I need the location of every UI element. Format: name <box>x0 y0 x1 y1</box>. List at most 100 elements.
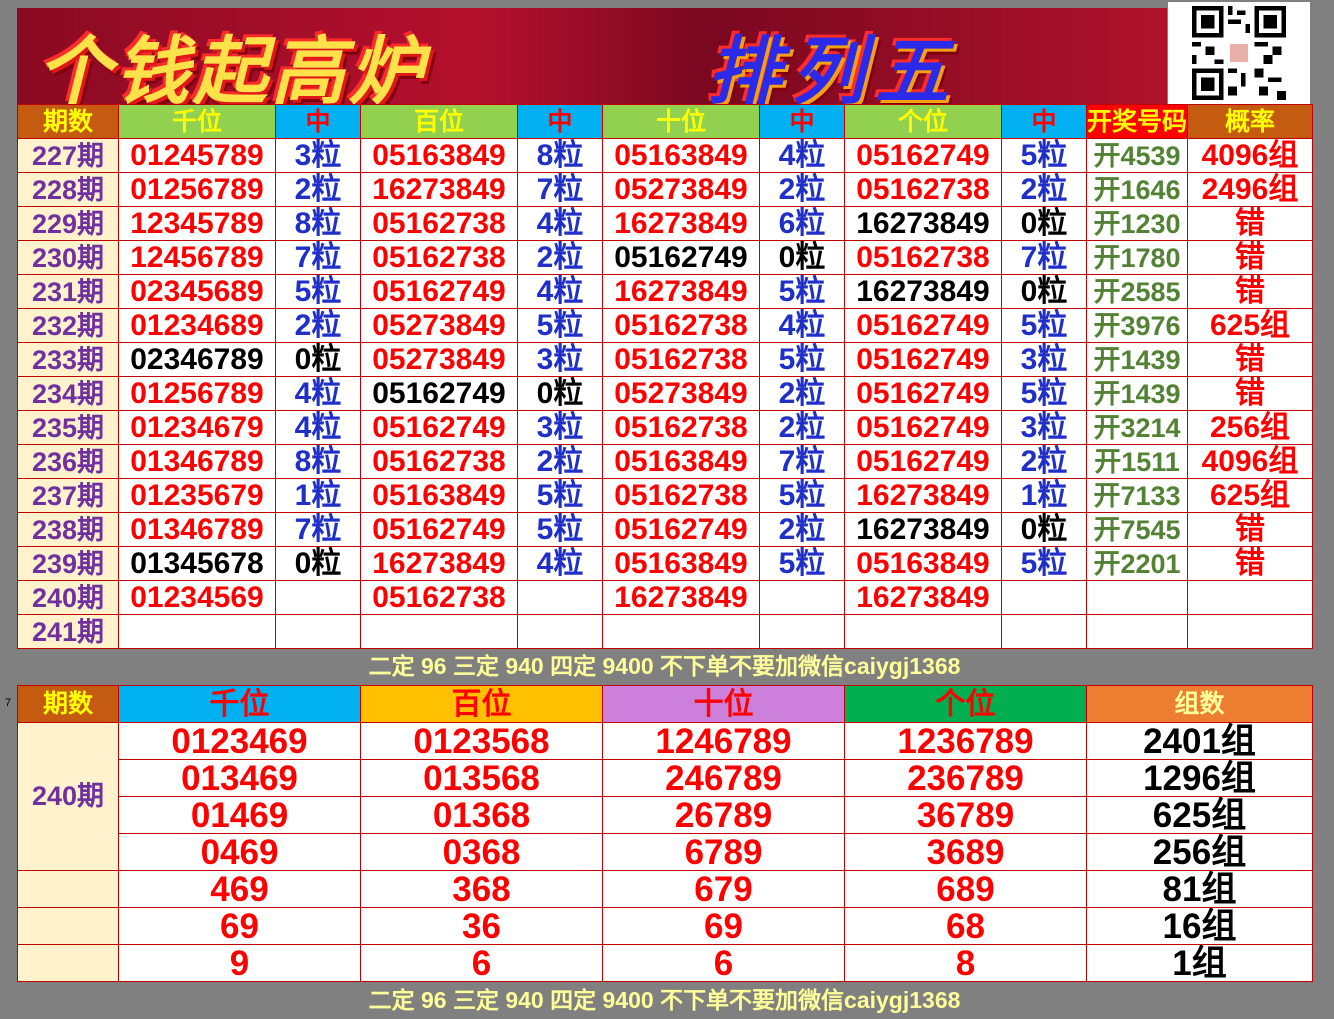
digit-set-cell: 01368 <box>360 796 603 834</box>
group-count-cell: 16组 <box>1086 907 1313 945</box>
period-cell: 227期 <box>17 138 119 173</box>
period-cell: 240期 <box>17 722 119 871</box>
hit-count-cell: 2粒 <box>517 240 603 275</box>
period-cell: 229期 <box>17 206 119 241</box>
hit-count-cell: 1粒 <box>275 478 361 513</box>
hit-count-cell <box>517 580 603 615</box>
prediction-number-cell: 16273849 <box>844 478 1002 513</box>
prediction-number-cell: 05163849 <box>360 478 518 513</box>
draw-result-cell: 开2585 <box>1086 274 1188 309</box>
period-cell: 232期 <box>17 308 119 343</box>
hit-count-cell: 2粒 <box>759 410 845 445</box>
draw-result-cell: 开7133 <box>1086 478 1188 513</box>
probability-cell: 错 <box>1187 376 1313 411</box>
hit-count-cell: 2粒 <box>759 512 845 547</box>
prediction-number-cell: 05162738 <box>360 206 518 241</box>
table-row: 0469 0368 6789 3689 256组 <box>18 833 1313 871</box>
hit-count-cell: 7粒 <box>275 512 361 547</box>
probability-cell <box>1187 580 1313 615</box>
digit-set-cell: 013568 <box>360 759 603 797</box>
draw-result-cell: 开7545 <box>1086 512 1188 547</box>
hit-count-cell <box>517 614 603 649</box>
prediction-number-cell: 01234679 <box>118 410 276 445</box>
prediction-number-cell: 12345789 <box>118 206 276 241</box>
probability-cell: 错 <box>1187 240 1313 275</box>
digit-set-cell: 36 <box>360 907 603 945</box>
probability-cell: 2496组 <box>1187 172 1313 207</box>
prediction-number-cell: 05162738 <box>602 308 760 343</box>
hit-count-cell: 8粒 <box>275 206 361 241</box>
prediction-number-cell: 05163849 <box>602 546 760 581</box>
column-header: 中 <box>275 104 361 139</box>
prediction-number-cell: 05273849 <box>602 376 760 411</box>
hit-count-cell: 7粒 <box>517 172 603 207</box>
table-row: 233期 02346789 0粒 05273849 3粒 05162738 5粒 051627… <box>17 342 1313 377</box>
hit-count-cell <box>1001 614 1087 649</box>
prediction-number-cell: 16273849 <box>602 580 760 615</box>
table-row: 236期 01346789 8粒 05162738 2粒 05163849 7粒 051627… <box>17 444 1313 479</box>
column-header: 概率 <box>1187 104 1313 139</box>
hit-count-cell: 7粒 <box>275 240 361 275</box>
prediction-number-cell: 01234689 <box>118 308 276 343</box>
row-marker: 7 <box>5 697 12 709</box>
digit-set-cell: 6 <box>360 944 603 982</box>
column-header: 百位 <box>360 104 518 139</box>
history-table: 期数 千位中百位中十位中个位中开奖号码 概率 227期 01245789 3粒 051638… <box>17 104 1313 649</box>
prediction-number-cell <box>844 614 1002 649</box>
column-header: 期数 <box>17 685 119 723</box>
period-cell: 239期 <box>17 546 119 581</box>
table-row: 231期 02345689 5粒 05162749 4粒 16273849 5粒 162738… <box>17 274 1313 309</box>
digit-set-cell: 368 <box>360 870 603 908</box>
header-row: 期数 千位中百位中十位中个位中开奖号码 概率 <box>17 104 1313 139</box>
hit-count-cell: 0粒 <box>275 342 361 377</box>
draw-result-cell: 开1780 <box>1086 240 1188 275</box>
column-header: 中 <box>1001 104 1087 139</box>
digit-set-cell: 013469 <box>118 759 361 797</box>
hit-count-cell: 5粒 <box>1001 308 1087 343</box>
table-row: 232期 01234689 2粒 05273849 5粒 05162738 4粒 051627… <box>17 308 1313 343</box>
digit-set-cell: 469 <box>118 870 361 908</box>
hit-count-cell: 7粒 <box>759 444 845 479</box>
qr-code-image <box>1168 2 1310 104</box>
table-row: 241期 <box>17 614 1313 649</box>
title-banner: 个钱起高炉 排列五 <box>17 8 1167 104</box>
prediction-number-cell: 05162738 <box>602 478 760 513</box>
period-cell: 230期 <box>17 240 119 275</box>
column-header: 期数 <box>17 104 119 139</box>
prediction-number-cell <box>118 614 276 649</box>
prediction-number-cell: 05273849 <box>360 342 518 377</box>
prediction-number-cell: 01256789 <box>118 172 276 207</box>
draw-result-cell: 开1646 <box>1086 172 1188 207</box>
probability-cell: 错 <box>1187 274 1313 309</box>
period-cell: 241期 <box>17 614 119 649</box>
prediction-number-cell: 05163849 <box>360 138 518 173</box>
draw-result-cell: 开3976 <box>1086 308 1188 343</box>
hit-count-cell: 4粒 <box>759 138 845 173</box>
prediction-number-cell: 05163849 <box>602 444 760 479</box>
column-header: 中 <box>517 104 603 139</box>
hit-count-cell <box>759 580 845 615</box>
prediction-number-cell: 01346789 <box>118 512 276 547</box>
prediction-number-cell: 16273849 <box>844 274 1002 309</box>
hit-count-cell: 2粒 <box>275 172 361 207</box>
group-count-cell: 2401组 <box>1086 722 1313 760</box>
table-row: 240期 0123469 0123568 1246789 1236789 2401组 <box>17 722 1313 871</box>
hit-count-cell: 2粒 <box>517 444 603 479</box>
draw-result-cell: 开1439 <box>1086 342 1188 377</box>
hit-count-cell <box>1001 580 1087 615</box>
hit-count-cell: 2粒 <box>759 172 845 207</box>
table-row: 237期 01235679 1粒 05163849 5粒 05162738 5粒 162738… <box>17 478 1313 513</box>
hit-count-cell: 0粒 <box>759 240 845 275</box>
prediction-number-cell: 05162749 <box>844 138 1002 173</box>
table-row: 229期 12345789 8粒 05162738 4粒 16273849 6粒 162738… <box>17 206 1313 241</box>
column-header: 组数 <box>1086 685 1313 723</box>
probability-cell: 错 <box>1187 546 1313 581</box>
hit-count-cell: 4粒 <box>275 410 361 445</box>
probability-cell: 4096组 <box>1187 444 1313 479</box>
prediction-number-cell: 05162749 <box>844 410 1002 445</box>
group-count-cell: 625组 <box>1086 796 1313 834</box>
probability-cell: 错 <box>1187 342 1313 377</box>
hit-count-cell: 3粒 <box>1001 410 1087 445</box>
period-cell: 238期 <box>17 512 119 547</box>
ad-banner-bottom: 二定 96 三定 940 四定 9400 不下单不要加微信caiygj1368 <box>368 987 961 1013</box>
